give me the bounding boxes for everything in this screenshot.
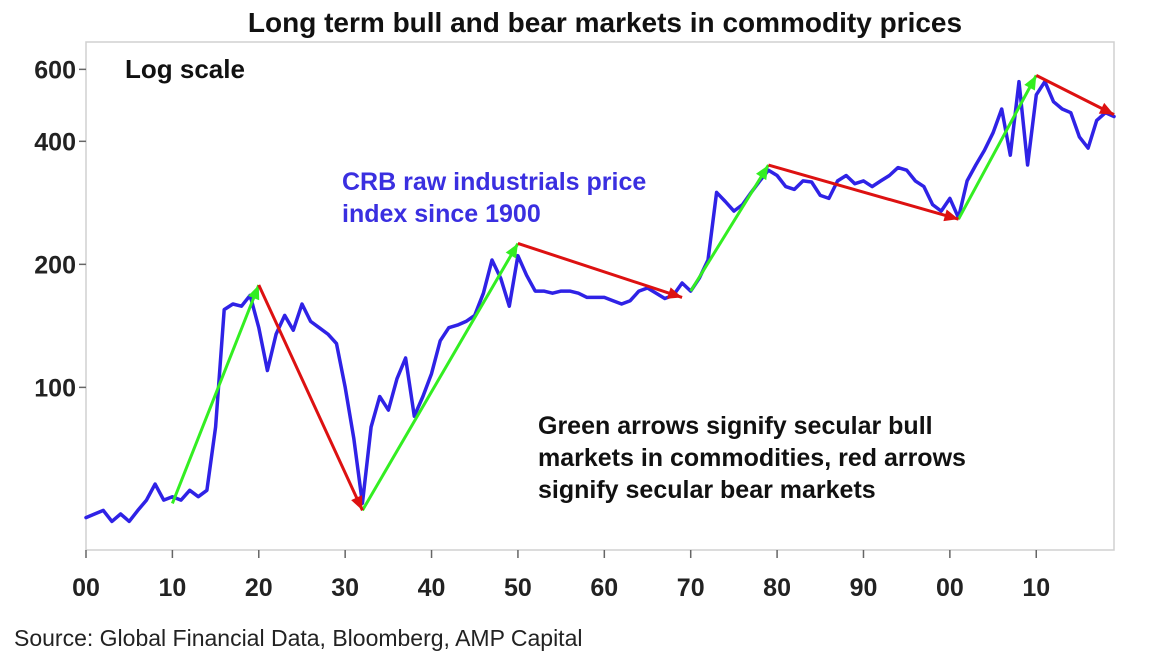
bear-arrow [1035,74,1115,116]
annotation-line-2: markets in commodities, red arrows [538,444,966,472]
bear-arrow-head [1098,102,1114,115]
x-tick-label: 10 [158,574,186,602]
bull-arrow-head [755,165,769,181]
x-tick-label: 50 [504,574,532,602]
bull-arrow [689,164,770,292]
bull-arrow [170,284,261,504]
log-scale-label: Log scale [125,54,245,84]
y-axis: 100 200 400 600 [34,56,86,402]
series-layer [84,79,1116,524]
series-label-line-1: CRB raw industrials price [342,168,646,196]
y-tick-label: 100 [34,374,76,402]
x-tick-label: 10 [1022,574,1050,602]
y-tick-label: 200 [34,251,76,279]
bull-arrow-head [248,285,260,301]
bear-arrow [257,284,364,512]
bear-arrow [768,163,959,221]
bull-arrow-head [505,243,518,259]
annotation-line-1: Green arrows signify secular bull [538,412,933,440]
y-tick-label: 600 [34,56,76,84]
series-label-line-2: index since 1900 [342,200,541,228]
x-tick-label: 80 [763,574,791,602]
bull-arrow-head [1024,75,1037,91]
bull-arrow [957,74,1038,220]
arrow-layer [170,74,1115,512]
bull-arrow [361,242,520,512]
x-tick-label: 00 [72,574,100,602]
bear-arrow [517,242,683,299]
x-tick-label: 60 [590,574,618,602]
x-axis: 00 10 20 30 40 50 60 70 80 90 00 10 [72,550,1050,602]
source-note: Source: Global Financial Data, Bloomberg… [14,625,582,651]
x-tick-label: 00 [936,574,964,602]
y-tick-label: 400 [34,128,76,156]
x-tick-label: 20 [245,574,273,602]
chart-title: Long term bull and bear markets in commo… [248,7,962,38]
x-tick-label: 40 [418,574,446,602]
x-tick-label: 90 [850,574,878,602]
bear-arrow-head [943,209,959,222]
x-tick-label: 70 [677,574,705,602]
x-tick-label: 30 [331,574,359,602]
bear-arrow-head [666,287,683,299]
series-line [84,79,1116,524]
annotation-line-3: signify secular bear markets [538,476,876,504]
bear-arrow-head [351,495,363,511]
